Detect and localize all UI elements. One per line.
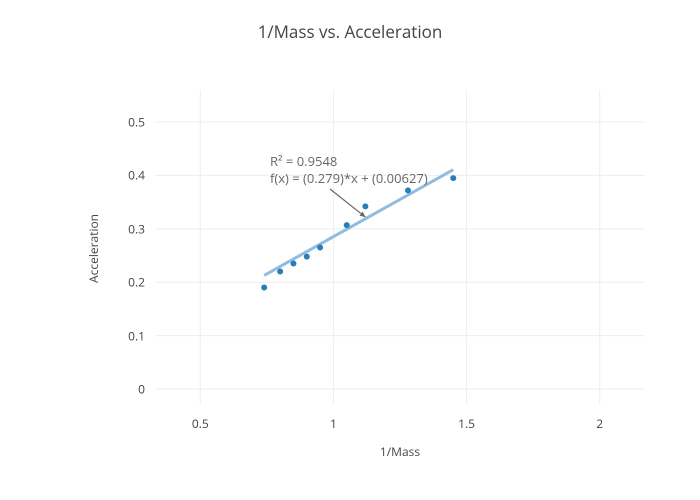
- y-tick-label: 0.1: [115, 327, 145, 344]
- x-tick-label: 1: [330, 415, 337, 432]
- data-point[interactable]: [344, 222, 350, 228]
- data-point[interactable]: [405, 187, 411, 193]
- y-axis-label: Acceleration: [85, 213, 102, 282]
- data-point[interactable]: [290, 261, 296, 267]
- data-point[interactable]: [450, 175, 456, 181]
- plot-area: [155, 90, 645, 405]
- plot-svg: [155, 90, 645, 405]
- data-point[interactable]: [261, 285, 267, 291]
- x-axis-label: 1/Mass: [155, 443, 645, 460]
- y-tick-label: 0.2: [115, 274, 145, 291]
- chart-container: 1/Mass vs. Acceleration 1/Mass Accelerat…: [0, 0, 700, 500]
- data-point[interactable]: [277, 269, 283, 275]
- regression-annotation: R² = 0.9548 f(x) = (0.279)*x + (0.00627): [270, 153, 428, 187]
- x-tick-label: 1.5: [458, 415, 475, 432]
- y-tick-label: 0.3: [115, 220, 145, 237]
- y-tick-label: 0: [115, 380, 145, 397]
- x-tick-label: 2: [596, 415, 603, 432]
- y-tick-label: 0.4: [115, 167, 145, 184]
- x-tick-label: 0.5: [192, 415, 209, 432]
- data-point[interactable]: [304, 254, 310, 260]
- data-point[interactable]: [317, 245, 323, 251]
- y-tick-label: 0.5: [115, 114, 145, 131]
- chart-title: 1/Mass vs. Acceleration: [0, 20, 700, 43]
- data-point[interactable]: [362, 203, 368, 209]
